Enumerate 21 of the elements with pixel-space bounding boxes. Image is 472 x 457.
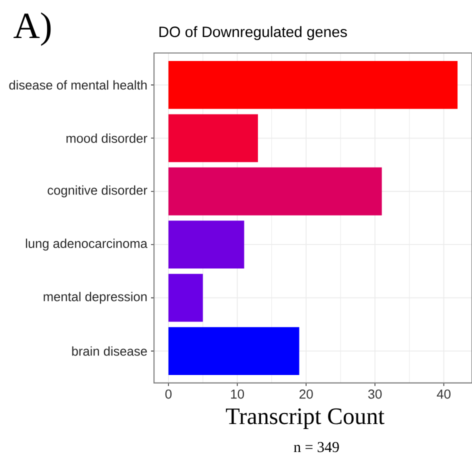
text: A) [14, 12, 51, 46]
bar [168, 167, 382, 216]
x-tick-label: 10 [231, 390, 244, 399]
y-tick-label: cognitive disorder [48, 185, 148, 198]
chart-title: DO of Downregulated genes [159, 26, 347, 40]
y-tick-label: disease of mental health [9, 80, 147, 90]
y-tick-label: mental depression [44, 292, 147, 304]
y-tick-label: brain disease [72, 346, 147, 356]
x-tick-label: 40 [436, 390, 450, 399]
bar [168, 114, 258, 162]
bar [168, 60, 458, 109]
x-tick-label: 0 [165, 390, 172, 399]
y-tick-label: lung adenocarcinoma [26, 238, 148, 251]
bar [168, 327, 300, 376]
y-tick-label: mood disorder [66, 133, 148, 143]
bar [168, 274, 203, 322]
x-axis-title: Transcript Count [226, 408, 384, 429]
x-tick-label: 20 [300, 390, 313, 399]
text: n = 349 [294, 442, 339, 452]
x-tick-label: 30 [368, 390, 382, 399]
bar [168, 220, 244, 269]
